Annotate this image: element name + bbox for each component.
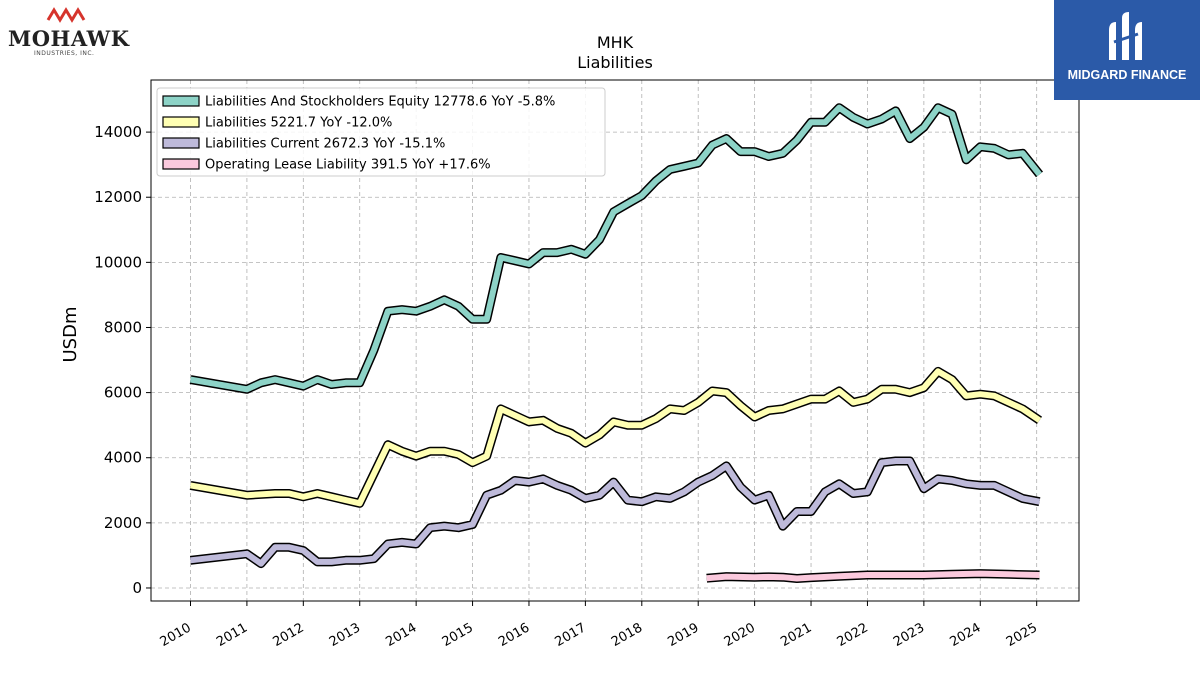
x-tick-label: 2012 [270,620,306,650]
y-tick-label: 0 [132,579,142,597]
y-tick-label: 4000 [104,449,142,467]
x-tick-label: 2021 [778,620,814,650]
series-line [189,104,1042,393]
x-tick-label: 2023 [891,620,927,650]
x-tick-label: 2013 [327,620,363,650]
x-tick-label: 2010 [158,620,194,650]
legend-swatch [162,95,200,107]
midgard-brand: MIDGARD FINANCE [1067,68,1187,82]
mohawk-sub: INDUSTRIES, INC. [34,50,95,57]
plot-frame [150,79,1080,602]
x-tick-label: 2015 [440,620,476,650]
series-1 [189,103,1044,394]
series-line [189,368,1042,507]
x-tick-label: 2019 [665,620,701,650]
series-line [190,458,1041,567]
series-4 [706,569,1040,583]
series-2 [189,366,1043,508]
y-tick-label: 10000 [94,253,142,271]
legend-swatch [162,158,200,170]
series-line-outline [189,456,1041,569]
legend-entry: Liabilities And Stockholders Equity 1277… [205,95,555,110]
legend-entry: Liabilities Current 2672.3 YoY -15.1% [205,137,445,152]
x-tick-label: 2025 [1004,620,1040,650]
legend-entry: Liabilities 5221.7 YoY -12.0% [205,116,392,131]
x-tick-label: 2018 [609,620,645,650]
legend-swatch [162,137,200,149]
series-3 [189,456,1041,569]
x-tick-label: 2014 [383,620,419,650]
x-tick-label: 2024 [947,620,983,650]
mohawk-brand: MOHAWK [8,26,130,51]
legend-swatch [162,116,200,128]
series-layer [189,103,1044,583]
y-tick-label: 2000 [104,514,142,532]
legend-entry: Operating Lease Liability 391.5 YoY +17.… [205,158,491,173]
midgard-logo: MIDGARD FINANCE [1054,0,1200,100]
x-tick-label: 2022 [835,620,871,650]
midgard-mark-icon [1109,12,1142,60]
y-tick-label: 14000 [94,123,142,141]
x-tick-label: 2020 [722,620,758,650]
chart-title: MHK [596,33,634,52]
x-tick-label: 2011 [214,620,250,650]
y-tick-label: 8000 [104,318,142,336]
mohawk-logo: MOHAWK INDUSTRIES, INC. [4,4,130,60]
legend-box [156,87,606,177]
chart-subtitle: Liabilities [577,53,653,72]
y-axis-label: USDm [60,307,81,363]
x-tick-label: 2016 [496,620,532,650]
y-tick-label: 12000 [94,188,142,206]
legend: Liabilities And Stockholders Equity 1277… [156,87,606,177]
mohawk-mark-icon [46,7,86,23]
series-line [706,570,1040,582]
y-tick-label: 6000 [104,384,142,402]
x-tick-label: 2017 [553,620,589,650]
